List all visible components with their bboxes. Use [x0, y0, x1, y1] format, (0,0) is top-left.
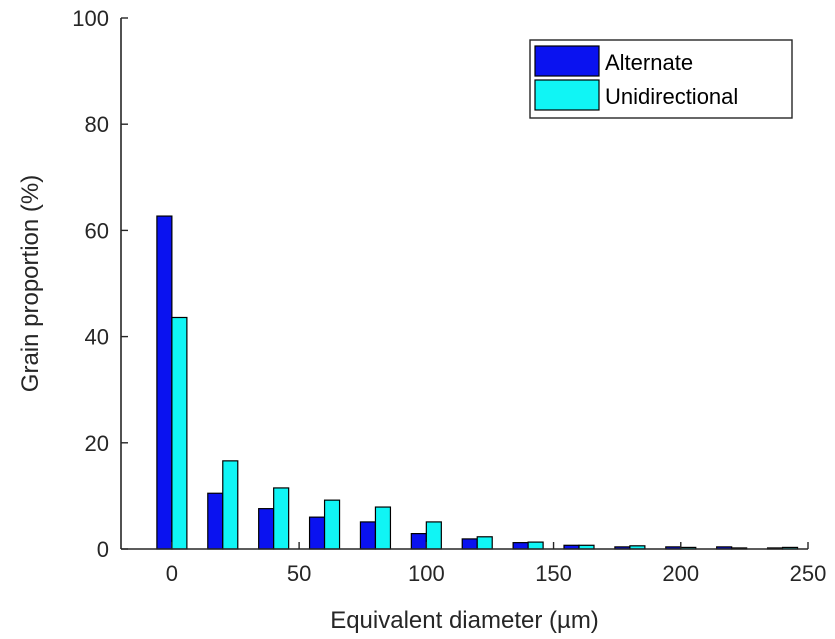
legend-label-alternate: Alternate	[605, 50, 693, 75]
bar-unidirectional-0	[171, 316, 188, 550]
bar-alternate-100	[410, 533, 427, 550]
bars-layer	[156, 215, 799, 550]
x-axis-title: Equivalent diameter (µm)	[330, 607, 599, 634]
legend: Alternate Unidirectional	[529, 39, 793, 119]
y-tick-label-40: 40	[85, 325, 109, 350]
y-tick-label-100: 100	[72, 6, 109, 31]
x-tick-label-150: 150	[535, 561, 572, 586]
y-axis-title: Grain proportion (%)	[17, 175, 44, 392]
axes-layer	[120, 18, 808, 550]
bar-alternate-140	[512, 542, 529, 550]
bar-alternate-20	[207, 492, 224, 550]
x-tick-label-200: 200	[662, 561, 699, 586]
bar-alternate-0	[156, 215, 173, 550]
y-tick-label-60: 60	[85, 218, 109, 243]
y-tick-label-20: 20	[85, 431, 109, 456]
bar-alternate-60	[308, 516, 326, 550]
x-tick-label-50: 50	[287, 561, 311, 586]
x-tick-label-250: 250	[790, 561, 827, 586]
legend-label-unidirectional: Unidirectional	[605, 84, 738, 109]
bar-unidirectional-120	[476, 536, 493, 550]
legend-swatch-unidirectional	[534, 79, 600, 111]
bar-unidirectional-80	[374, 506, 392, 550]
y-tick-label-0: 0	[97, 537, 109, 562]
bar-unidirectional-20	[222, 460, 239, 550]
x-tick-label-100: 100	[408, 561, 445, 586]
bar-unidirectional-40	[273, 487, 290, 550]
bar-alternate-40	[258, 508, 275, 550]
bar-unidirectional-100	[425, 521, 442, 550]
bar-alternate-80	[359, 521, 377, 550]
bar-unidirectional-60	[323, 499, 341, 550]
legend-swatch-alternate	[534, 45, 600, 77]
bar-unidirectional-140	[527, 541, 544, 550]
ticks-layer: 0 50 100 150 200 250 0 20 40 60 80 100	[72, 6, 826, 586]
y-tick-label-80: 80	[85, 112, 109, 137]
x-tick-label-0: 0	[166, 561, 178, 586]
bar-alternate-120	[461, 538, 478, 550]
